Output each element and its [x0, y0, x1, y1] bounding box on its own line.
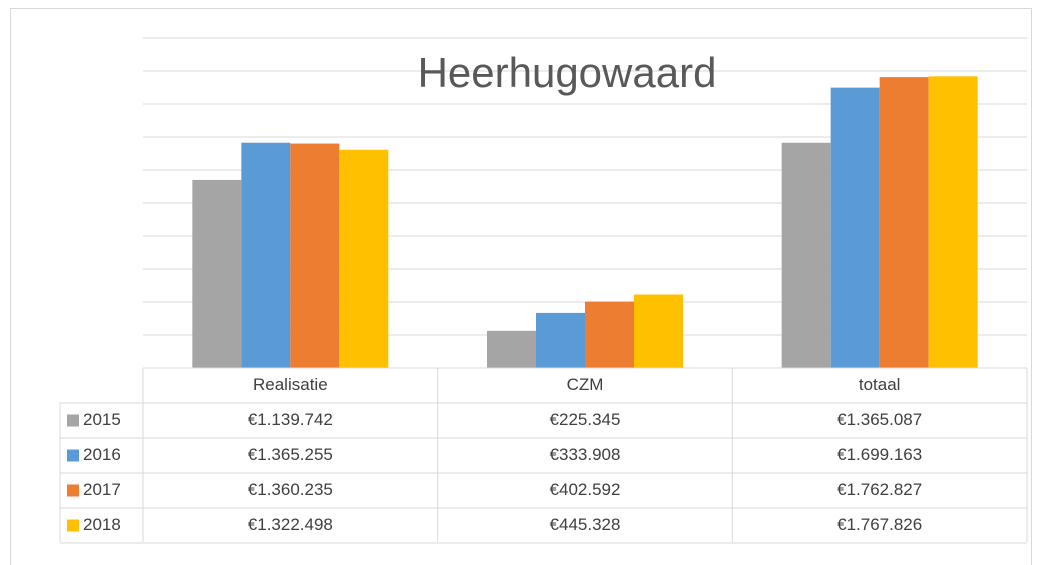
legend-label: 2015 — [83, 410, 121, 429]
category-label: Realisatie — [253, 375, 328, 394]
legend-swatch — [67, 519, 79, 532]
value-label: €333.908 — [550, 445, 621, 464]
value-label: €402.592 — [550, 480, 621, 499]
legend-swatch — [67, 449, 79, 462]
bar — [879, 77, 929, 368]
legend-swatch — [67, 484, 79, 497]
legend-swatch — [67, 414, 79, 427]
bar — [192, 179, 242, 368]
value-label: €1.762.827 — [837, 480, 922, 499]
category-label: totaal — [859, 375, 901, 394]
value-label: €1.767.826 — [837, 515, 922, 534]
value-label: €1.365.255 — [248, 445, 333, 464]
bar — [585, 301, 634, 368]
bar — [487, 330, 536, 368]
value-label: €1.139.742 — [248, 410, 333, 429]
value-label: €1.699.163 — [837, 445, 922, 464]
category-label: CZM — [567, 375, 604, 394]
bar — [536, 312, 585, 368]
bar — [241, 142, 291, 368]
legend-label: 2017 — [83, 480, 121, 499]
bar — [830, 87, 880, 368]
bar — [781, 142, 831, 368]
legend-label: 2016 — [83, 445, 121, 464]
bar — [339, 149, 389, 368]
chart-border — [10, 8, 1032, 565]
chart-title: Heerhugowaard — [418, 49, 717, 96]
legend-label: 2018 — [83, 515, 121, 534]
value-label: €1.360.235 — [248, 480, 333, 499]
bar — [290, 143, 340, 368]
value-label: €1.365.087 — [837, 410, 922, 429]
bar — [634, 294, 683, 368]
bar — [928, 76, 978, 368]
value-label: €225.345 — [550, 410, 621, 429]
value-label: €445.328 — [550, 515, 621, 534]
value-label: €1.322.498 — [248, 515, 333, 534]
